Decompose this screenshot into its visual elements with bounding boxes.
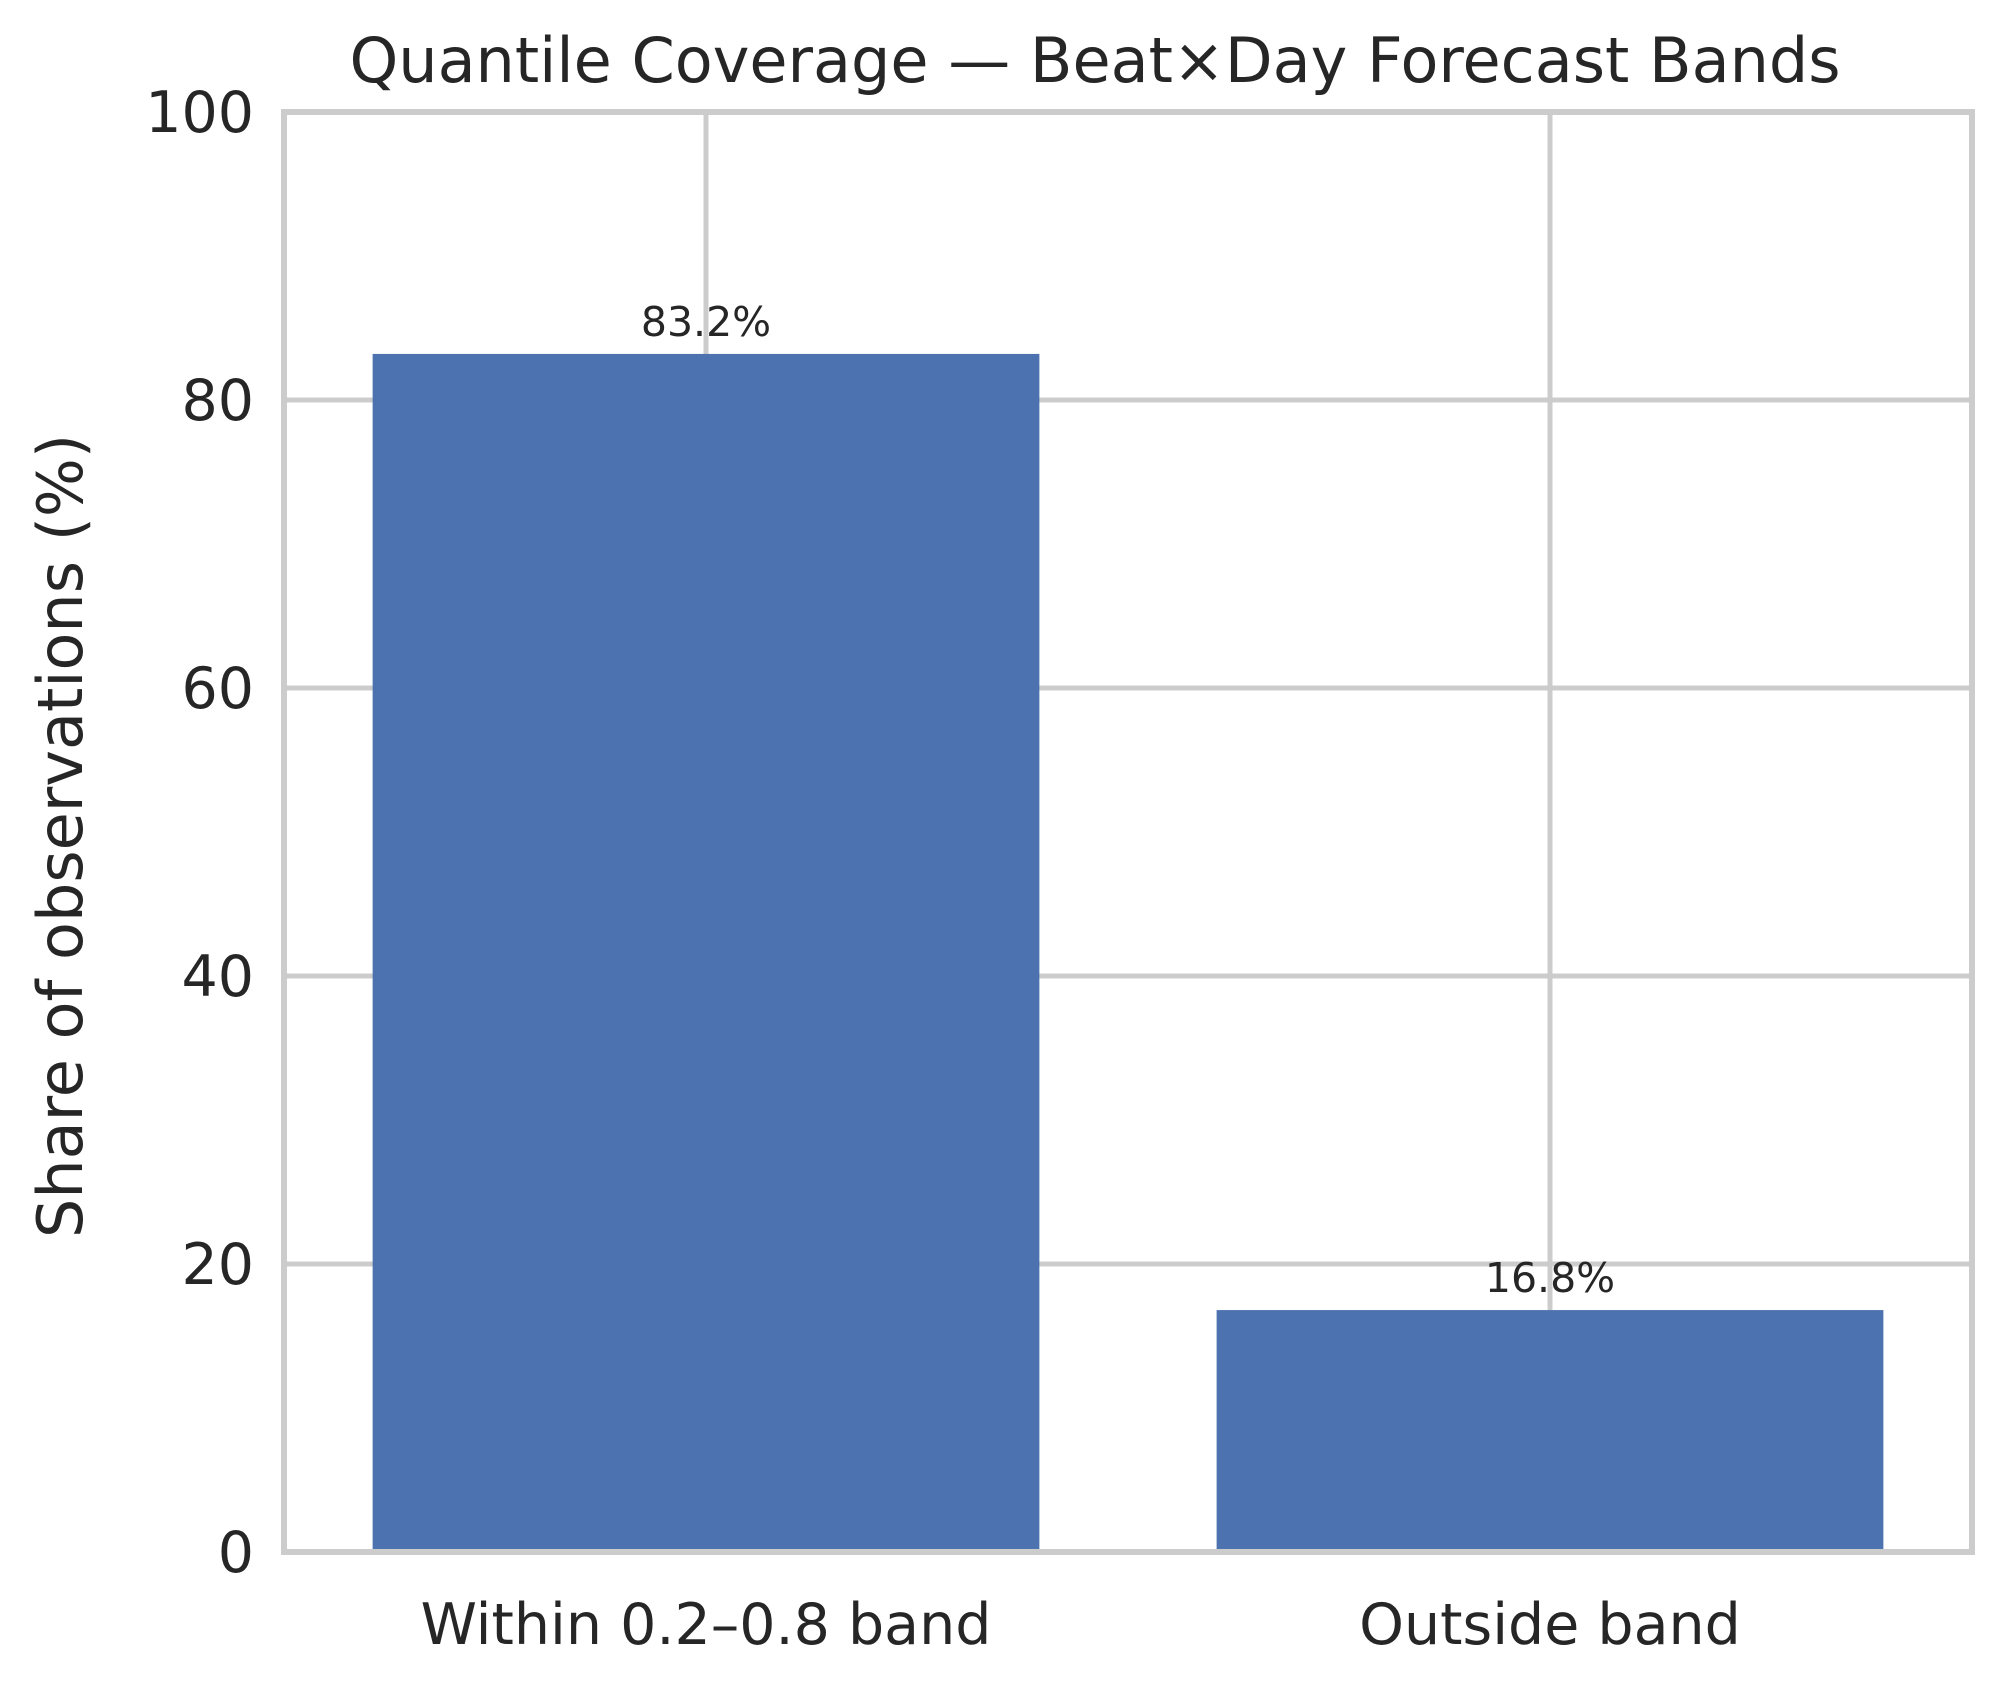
y-axis-ticks: 0 20 40 60 80 100: [145, 80, 254, 1586]
y-tick-label-1: 20: [181, 1232, 254, 1298]
plot-frame-border: [281, 109, 1975, 1555]
y-tick-label-3: 60: [181, 656, 254, 722]
y-tick-label-5: 100: [145, 80, 254, 146]
bar-0[interactable]: [372, 353, 1040, 1552]
chart-title: Quantile Coverage — Beat×Day Forecast Ba…: [349, 24, 1840, 97]
bar-value-label-0: 83.2%: [641, 298, 771, 346]
y-axis-label: Share of observations (%): [24, 434, 97, 1238]
x-axis-ticks: Within 0.2–0.8 band Outside band: [421, 1592, 1741, 1658]
y-tick-label-0: 0: [218, 1520, 254, 1586]
data-labels: 83.2% 16.8%: [641, 298, 1615, 1302]
bars: [372, 353, 1884, 1552]
x-tick-label-0: Within 0.2–0.8 band: [421, 1592, 992, 1658]
x-tick-label-1: Outside band: [1359, 1592, 1741, 1658]
bar-1[interactable]: [1216, 1310, 1884, 1552]
y-tick-label-2: 40: [181, 944, 254, 1010]
plot-frame: [281, 109, 1975, 1555]
y-tick-label-4: 80: [181, 368, 254, 434]
bar-value-label-1: 16.8%: [1485, 1254, 1615, 1302]
